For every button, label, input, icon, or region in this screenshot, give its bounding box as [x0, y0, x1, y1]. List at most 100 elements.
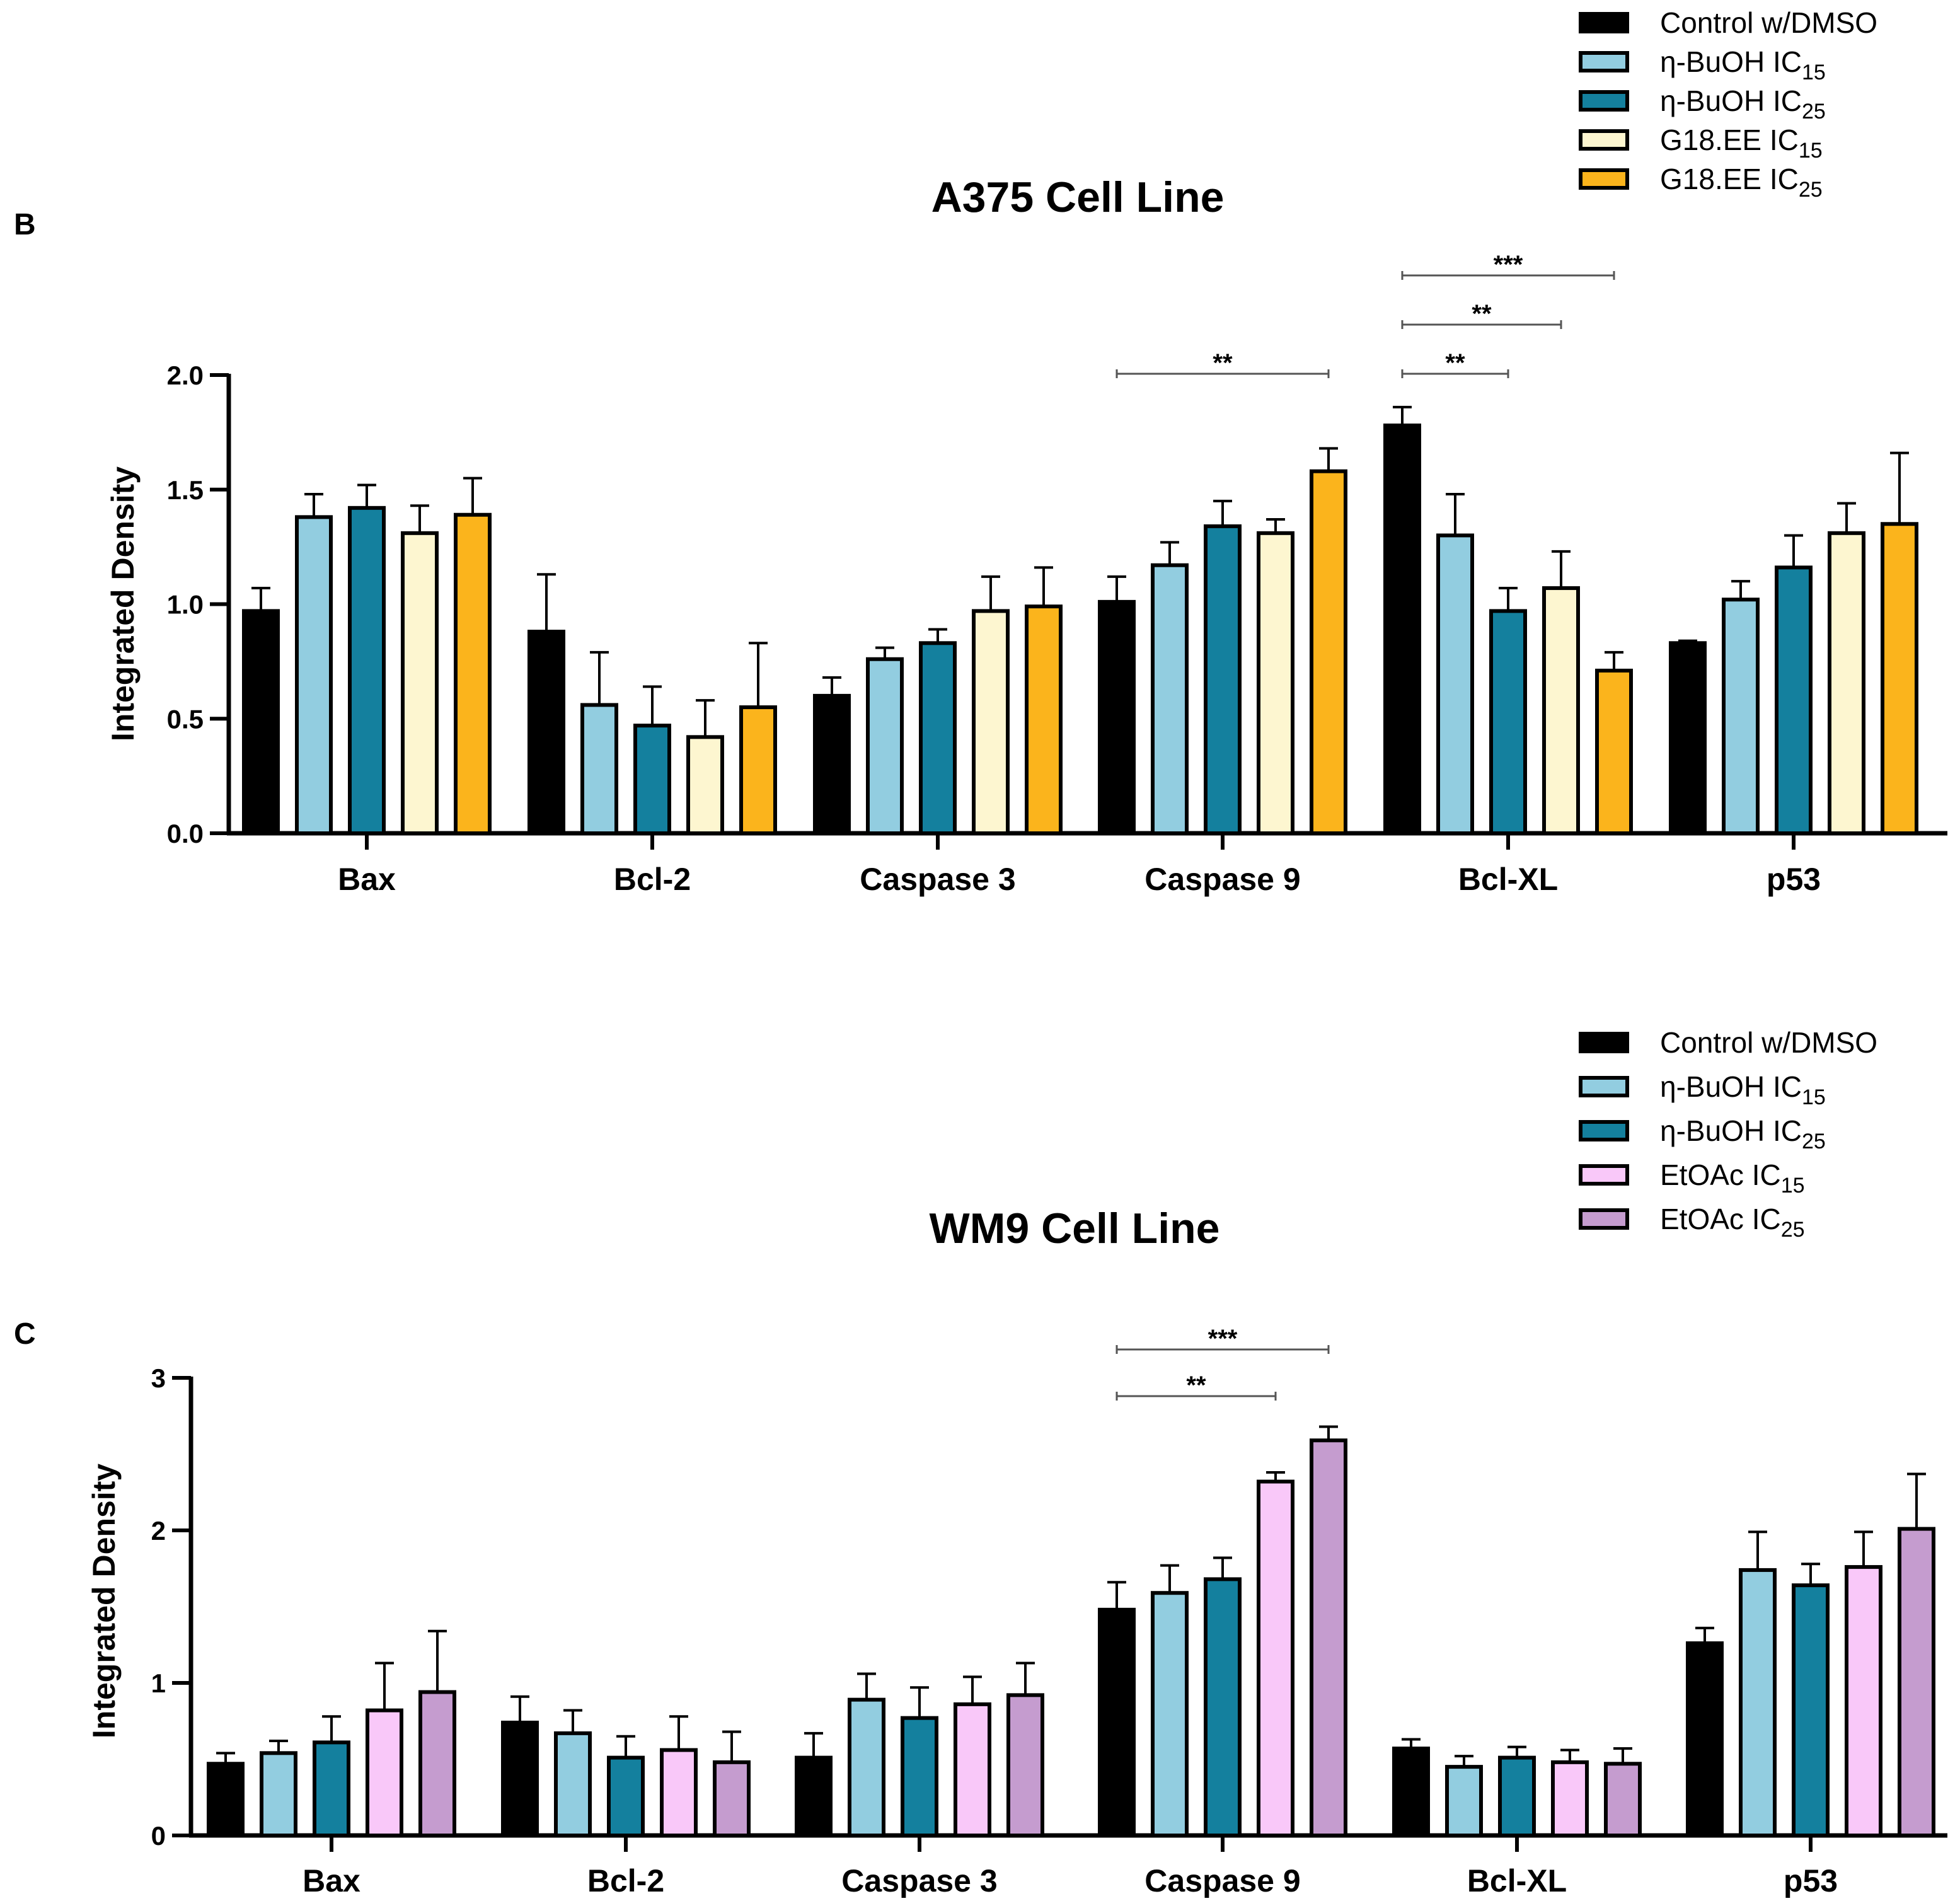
- bar: [295, 515, 333, 835]
- legend-swatch: [1579, 1032, 1629, 1053]
- bar: [1898, 1527, 1935, 1838]
- bar: [954, 1702, 991, 1837]
- bar: [348, 506, 386, 835]
- bar: [1445, 1765, 1483, 1838]
- bar: [454, 512, 492, 835]
- y-tick-labels: 0.0 0.5 1.0 1.5 2.0: [167, 361, 204, 848]
- significance-brackets: ** ***: [1186, 1325, 1237, 1399]
- legend-label: G18.EE IC15: [1660, 124, 1823, 163]
- legend-swatch: [1579, 168, 1629, 190]
- bar: [1436, 533, 1474, 835]
- y-tick-label: 0: [151, 1821, 166, 1851]
- significance-label: **: [1472, 300, 1492, 328]
- bar: [1151, 563, 1189, 836]
- bar: [1257, 531, 1294, 835]
- bar: [1792, 1583, 1830, 1838]
- legend-swatch: [1579, 90, 1629, 112]
- bar: [1151, 1591, 1189, 1837]
- chart-title: A375 Cell Line: [931, 173, 1225, 221]
- legend: Control w/DMSO η-BuOH IC15 η-BuOH IC25 G…: [1579, 6, 1877, 202]
- y-tick-label: 0.0: [167, 819, 204, 848]
- legend-item: EtOAc IC25: [1579, 1203, 1805, 1242]
- legend-item: G18.EE IC15: [1579, 124, 1823, 163]
- legend-label: η-BuOH IC25: [1660, 1114, 1826, 1153]
- bar: [1204, 1577, 1242, 1837]
- bar: [919, 641, 957, 835]
- bar: [1542, 586, 1580, 835]
- significance-label: **: [1213, 349, 1233, 377]
- bar: [313, 1740, 350, 1837]
- bar: [1383, 423, 1421, 835]
- legend-swatch: [1579, 12, 1629, 33]
- bar: [866, 657, 904, 835]
- bar: [554, 1731, 592, 1838]
- bar: [1310, 1438, 1347, 1837]
- panel-letter: C: [14, 1317, 36, 1351]
- x-category-label: Bcl-2: [614, 862, 691, 897]
- bar: [633, 724, 671, 836]
- legend-label: Control w/DMSO: [1660, 6, 1877, 39]
- bar: [607, 1755, 645, 1838]
- bar: [660, 1748, 698, 1837]
- legend-item: G18.EE IC25: [1579, 163, 1823, 202]
- bar: [1098, 1607, 1136, 1838]
- bar: [1551, 1760, 1589, 1838]
- bar: [1845, 1565, 1882, 1838]
- legend-item: η-BuOH IC25: [1579, 1114, 1826, 1153]
- bar: [1098, 599, 1136, 835]
- legend-label: η-BuOH IC25: [1660, 84, 1826, 124]
- bar: [418, 1690, 456, 1838]
- bar: [1006, 1693, 1044, 1838]
- chart-title: WM9 Cell Line: [930, 1205, 1220, 1252]
- bar: [1686, 1641, 1724, 1838]
- bar: [901, 1716, 938, 1837]
- legend-item: Control w/DMSO: [1579, 1026, 1877, 1059]
- panel-letter: B: [14, 208, 36, 241]
- y-axis-label: Integrated Density: [105, 466, 141, 741]
- y-tick-label: 0.5: [167, 704, 204, 734]
- bar: [713, 1760, 751, 1838]
- bar: [527, 630, 565, 835]
- bar: [1881, 522, 1918, 836]
- significance-label: **: [1445, 349, 1465, 377]
- legend-label: η-BuOH IC15: [1660, 45, 1826, 84]
- bar: [1739, 1568, 1777, 1837]
- x-category-label: Bcl-XL: [1467, 1863, 1567, 1898]
- bar: [1669, 641, 1707, 835]
- x-category-label: Caspase 3: [841, 1863, 997, 1898]
- y-tick-labels: 0 1 2 3: [151, 1363, 166, 1851]
- significance-label: **: [1186, 1372, 1206, 1399]
- legend: Control w/DMSO η-BuOH IC15 η-BuOH IC25 E…: [1579, 1026, 1877, 1242]
- y-tick-label: 1.5: [167, 475, 204, 505]
- bar: [1204, 524, 1242, 835]
- bar: [580, 703, 618, 835]
- x-category-label: Bcl-XL: [1458, 862, 1558, 897]
- y-tick-label: 1.0: [167, 590, 204, 620]
- x-category-label: Caspase 9: [1144, 862, 1300, 897]
- legend-label: G18.EE IC25: [1660, 163, 1823, 202]
- bar: [972, 609, 1010, 836]
- legend-item: η-BuOH IC15: [1579, 1070, 1826, 1109]
- legend-swatch: [1579, 1164, 1629, 1186]
- bar: [848, 1697, 885, 1838]
- y-tick-label: 2.0: [167, 361, 204, 390]
- significance-label: ***: [1208, 1325, 1238, 1353]
- legend-swatch: [1579, 1208, 1629, 1230]
- bar: [1498, 1755, 1536, 1838]
- bar: [1489, 609, 1527, 836]
- x-category-label: Caspase 3: [860, 862, 1015, 897]
- bar: [501, 1720, 539, 1837]
- bar: [1025, 604, 1063, 835]
- y-axis-label: Integrated Density: [86, 1464, 122, 1738]
- bar: [1595, 668, 1633, 836]
- x-category-label: Bax: [303, 1863, 360, 1898]
- y-tick-label: 3: [151, 1363, 166, 1393]
- x-category-label: p53: [1784, 1863, 1838, 1898]
- bar: [1310, 469, 1347, 835]
- significance-brackets: ** ** ** ***: [1213, 251, 1523, 377]
- bar: [813, 693, 851, 836]
- x-category-label: Bcl-2: [587, 1863, 664, 1898]
- legend-swatch: [1579, 1076, 1629, 1097]
